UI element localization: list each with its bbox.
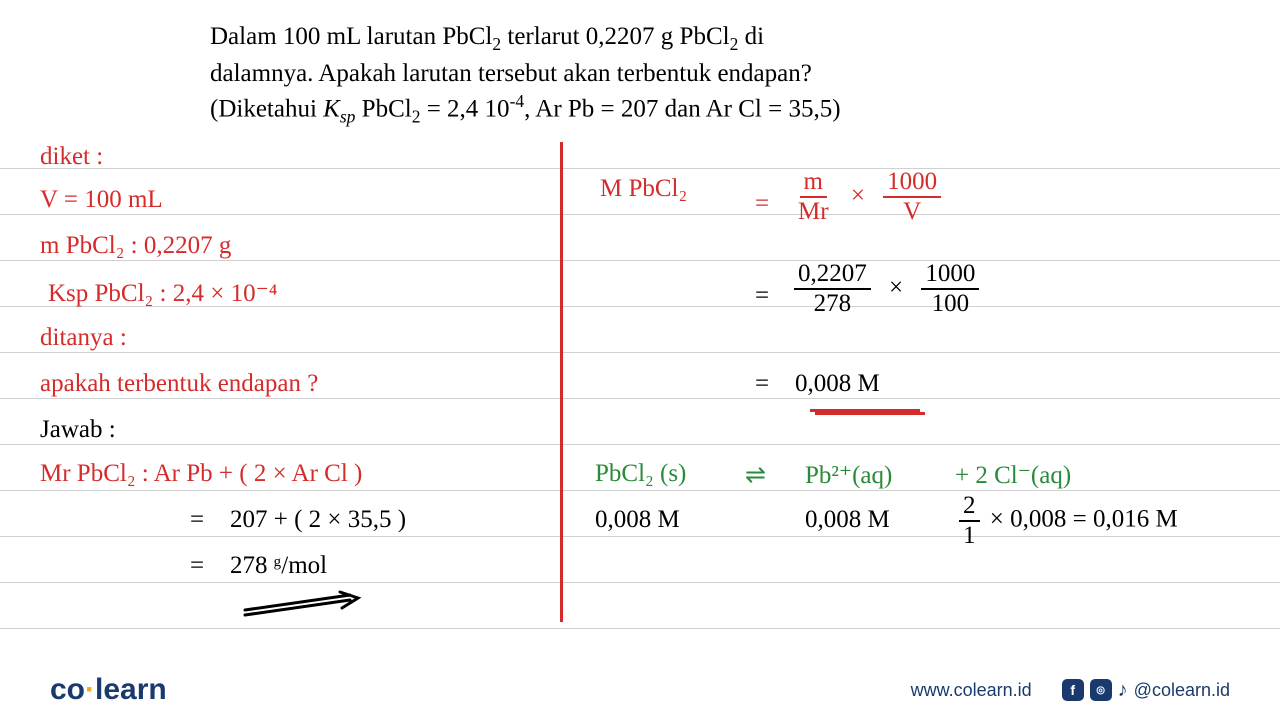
tiktok-icon: ♪ — [1118, 679, 1128, 702]
ksp-value: Ksp PbCl₂ : 2,4 × 10⁻⁴ — [48, 278, 277, 308]
vertical-divider — [560, 142, 563, 622]
equilibrium-arrow-icon: ⇌ — [745, 460, 766, 490]
eqn-product1: Pb²⁺(aq) — [805, 460, 892, 490]
mass-value: m PbCl₂ : 0,2207 g — [40, 232, 231, 260]
double-underline-icon — [810, 406, 920, 412]
logo: co·learn — [50, 673, 167, 707]
footer-right: www.colearn.id f ◎ ♪ @colearn.id — [911, 679, 1230, 702]
conc-product2: 21 × 0,008 = 0,016 M — [955, 492, 1178, 550]
molarity-label: M PbCl₂ — [600, 175, 687, 203]
mr-calc-eq1: = — [190, 506, 204, 534]
footer-url: www.colearn.id — [911, 680, 1032, 701]
eq-sign-3: = — [755, 370, 769, 398]
mr-calc-line1: 207 + ( 2 × 35,5 ) — [230, 506, 406, 534]
mr-calc-eq2: = — [190, 552, 204, 580]
facebook-icon: f — [1062, 679, 1084, 701]
mr-calc-line2: 278 ᵍ/mol — [230, 552, 327, 580]
volume-value: V = 100 mL — [40, 186, 163, 214]
mr-formula: Mr PbCl₂ : Ar Pb + ( 2 × Ar Cl ) — [40, 460, 362, 488]
social-links: f ◎ ♪ @colearn.id — [1062, 679, 1230, 702]
footer: co·learn www.colearn.id f ◎ ♪ @colearn.i… — [0, 660, 1280, 720]
instagram-icon: ◎ — [1090, 679, 1112, 701]
problem-line2: dalamnya. Apakah larutan tersebut akan t… — [210, 57, 1100, 91]
social-handle: @colearn.id — [1134, 680, 1230, 701]
eq-sign-2: = — [755, 282, 769, 310]
jawab-label: Jawab : — [40, 416, 116, 444]
eqn-reactant: PbCl₂ (s) — [595, 460, 686, 488]
ruled-paper — [0, 142, 1280, 660]
diket-label: diket : — [40, 143, 103, 171]
problem-statement: Dalam 100 mL larutan PbCl2 terlarut 0,22… — [210, 20, 1100, 129]
molarity-formula: mMr × 1000V — [790, 168, 945, 226]
eq-sign-1: = — [755, 190, 769, 218]
question-text: apakah terbentuk endapan ? — [40, 370, 318, 398]
molarity-result: 0,008 M — [795, 370, 880, 398]
molarity-calc: 0,2207278 × 1000100 — [790, 260, 983, 318]
emphasis-arrow-icon — [240, 590, 370, 620]
conc-reactant: 0,008 M — [595, 506, 680, 534]
conc-product1: 0,008 M — [805, 506, 890, 534]
eqn-product2: + 2 Cl⁻(aq) — [955, 460, 1071, 490]
ditanya-label: ditanya : — [40, 324, 127, 352]
problem-line3: (Diketahui Ksp PbCl2 = 2,4 10-4, Ar Pb =… — [210, 90, 1100, 129]
problem-line1: Dalam 100 mL larutan PbCl2 terlarut 0,22… — [210, 20, 1100, 57]
